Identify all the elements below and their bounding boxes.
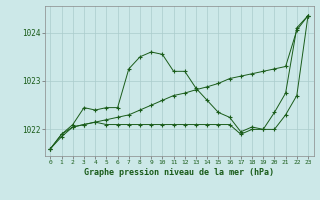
X-axis label: Graphe pression niveau de la mer (hPa): Graphe pression niveau de la mer (hPa) xyxy=(84,168,274,177)
